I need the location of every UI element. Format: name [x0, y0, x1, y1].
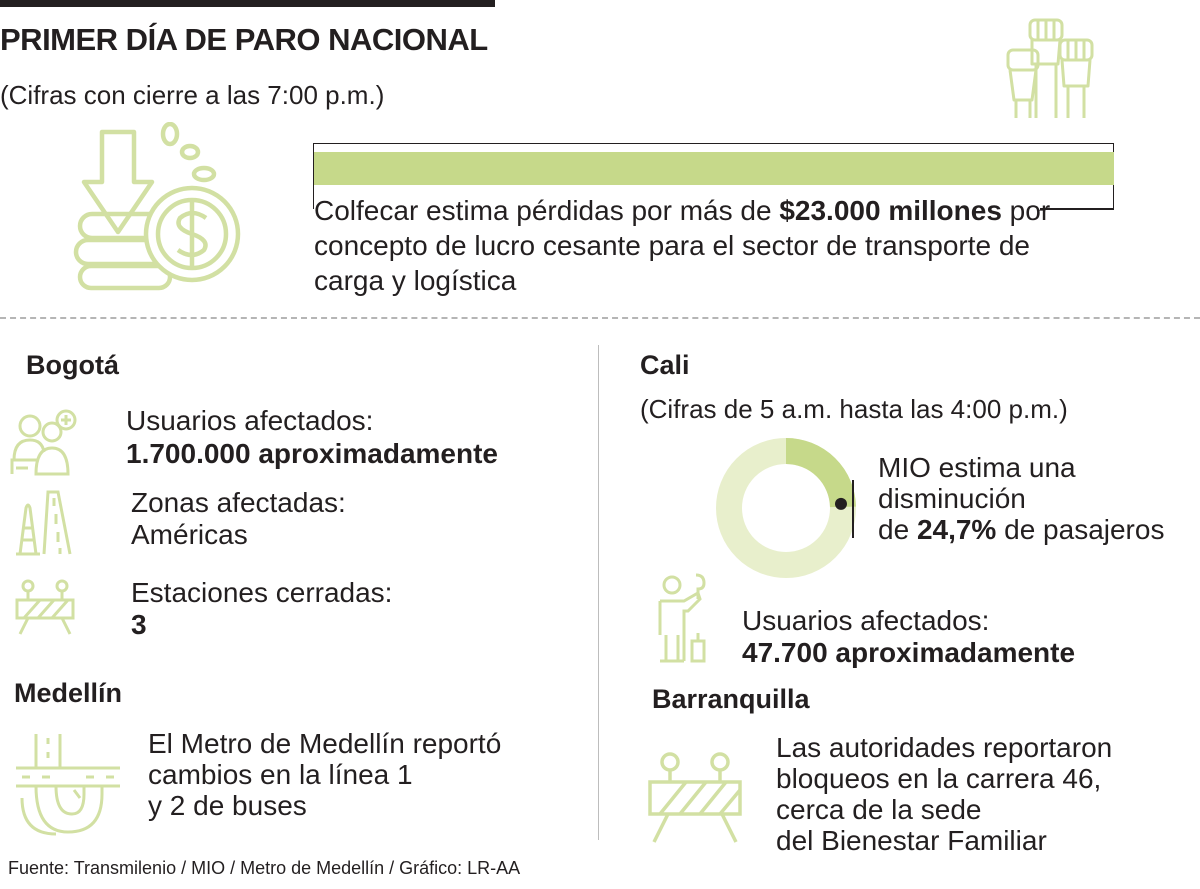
mio-line-1: MIO estima una	[878, 452, 1076, 483]
bogota-title: Bogotá	[26, 350, 119, 380]
road-cone-icon	[14, 488, 74, 558]
page-title: PRIMER DÍA DE PARO NACIONAL	[0, 22, 488, 57]
pointer-dot	[834, 497, 847, 510]
bogota-users-value: 1.700.000 aproximadamente	[126, 438, 498, 469]
cali-users-label: Usuarios afectados:	[742, 605, 990, 636]
cali-note: (Cifras de 5 a.m. hasta las 4:00 p.m.)	[640, 394, 1068, 424]
page-subtitle: (Cifras con cierre a las 7:00 p.m.)	[0, 80, 385, 110]
barranquilla-title: Barranquilla	[652, 684, 810, 714]
worker-icon	[652, 573, 710, 665]
highlight-bar	[314, 152, 1114, 185]
arrow-left-icon: ←	[1034, 200, 1048, 216]
source-footer: Fuente: Transmilenio / MIO / Metro de Me…	[8, 858, 521, 878]
section-divider	[0, 317, 1200, 319]
cali-users-value: 47.700 aproximadamente	[742, 637, 1076, 668]
highway-interchange-icon	[16, 732, 120, 836]
bogota-stations-label: Estaciones cerradas:	[131, 577, 393, 608]
pointer-line	[1040, 208, 1114, 210]
medellin-text-line-3: y 2 de buses	[148, 790, 307, 821]
summary-text-before: Colfecar estima pérdidas por más de	[314, 195, 780, 226]
mio-prefix: de	[878, 514, 917, 545]
top-rule	[0, 0, 495, 7]
decline-segment	[785, 438, 856, 508]
bogota-zones-label: Zonas afectadas:	[131, 487, 346, 518]
bogota-zones-value: Américas	[131, 519, 248, 550]
column-divider	[598, 345, 599, 840]
barranquilla-text: Las autoridades reportaron bloqueos en l…	[776, 732, 1112, 856]
barranquilla-line-1: Las autoridades reportaron	[776, 732, 1113, 763]
mio-text: MIO estima una disminución de 24,7% de p…	[878, 452, 1164, 545]
bogota-users-label: Usuarios afectados:	[126, 405, 374, 436]
summary-text: Colfecar estima pérdidas por más de $23.…	[314, 193, 1074, 298]
summary-highlight: $23.000 millones	[779, 195, 1002, 226]
mio-line-3: de 24,7% de pasajeros	[878, 514, 1164, 545]
barranquilla-line-2: bloqueos en la carrera 46,	[776, 763, 1102, 794]
medellin-text-line-1: El Metro de Medellín reportó	[148, 728, 502, 759]
pointer-line-vertical	[852, 480, 854, 538]
mio-line-2: disminución	[878, 483, 1026, 514]
money-loss-icon	[72, 122, 244, 292]
mio-suffix: de pasajeros	[996, 514, 1165, 545]
mio-percent: 24,7%	[916, 514, 997, 545]
medellin-text: El Metro de Medellín reportó cambios en …	[148, 728, 501, 821]
cali-title: Cali	[640, 350, 690, 380]
medellin-text-line-2: cambios en la línea 1	[148, 759, 413, 790]
barrier-icon	[14, 578, 76, 636]
barranquilla-line-4: del Bienestar Familiar	[776, 825, 1047, 856]
barrier-icon	[646, 750, 744, 844]
passenger-decline-donut	[715, 437, 857, 579]
medellin-title: Medellín	[14, 678, 123, 708]
users-icon	[8, 408, 78, 476]
raised-fists-icon	[1000, 14, 1120, 124]
summary-text-after: por concepto de lucro cesante para el se…	[314, 195, 1051, 296]
bogota-stations-value: 3	[131, 609, 147, 640]
barranquilla-line-3: cerca de la sede	[776, 794, 982, 825]
